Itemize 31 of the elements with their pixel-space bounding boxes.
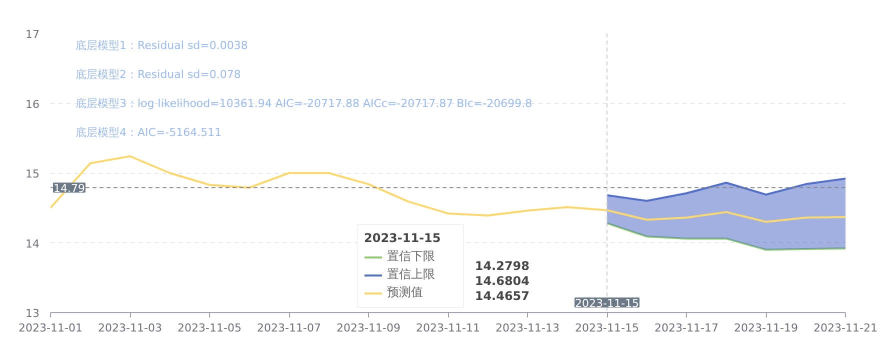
- annotation: 14.4657: [474, 289, 530, 303]
- legend-label: 置信上限: [387, 266, 436, 283]
- line-series: [50, 155, 846, 223]
- y-tick-label: 17: [26, 28, 40, 41]
- x-tick-label: 2023-11-21: [814, 322, 878, 334]
- line-series: [606, 222, 846, 251]
- x-tick-label: 2023-11-11: [416, 322, 480, 334]
- x-tick-label: 2023-11-01: [18, 322, 82, 334]
- y-tick-label: 13: [26, 307, 40, 320]
- x-tick-label: 2023-11-09: [336, 322, 400, 334]
- x-tick-label: 2023-11-13: [496, 322, 560, 334]
- x-tick-label: 2023-11-05: [178, 322, 242, 334]
- annotation: 底层模型2：Residual sd=0.078: [76, 68, 241, 81]
- ref-line-label: 14.79: [54, 182, 85, 196]
- x-tick-label: 2023-11-17: [654, 322, 718, 334]
- annotation: 底层模型1：Residual sd=0.0038: [76, 39, 248, 52]
- legend-label: 预测值: [387, 284, 424, 301]
- annotation: 14.2798: [474, 259, 530, 273]
- y-tick-label: 14: [26, 237, 40, 250]
- annotation: 底层模型4：AIC=-5164.511: [76, 126, 222, 139]
- annotation: 14.6804: [474, 274, 530, 288]
- x-tick-label: 2023-11-15: [575, 322, 639, 334]
- annotation: 底层模型3：log likelihood=10361.94 AIC=-20717.88 AICc=-20717.87 BIc=-20699.8: [76, 97, 532, 110]
- ref-line-label: 2023-11-15: [575, 297, 639, 310]
- legend-label: 置信下限: [387, 248, 436, 265]
- legend-title: 2023-11-15: [364, 231, 442, 245]
- y-tick-label: 15: [26, 168, 40, 180]
- x-tick-label: 2023-11-03: [98, 322, 162, 334]
- x-tick-label: 2023-11-07: [257, 322, 321, 334]
- y-tick-label: 16: [26, 98, 40, 111]
- x-tick-label: 2023-11-19: [734, 322, 798, 334]
